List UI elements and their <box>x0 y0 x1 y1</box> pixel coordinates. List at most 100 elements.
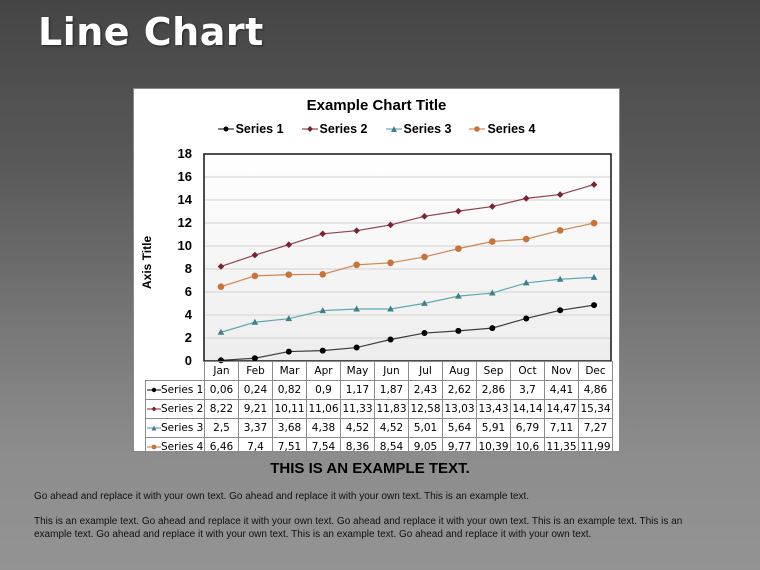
data-point-marker <box>319 307 327 314</box>
table-cell: 9,05 <box>408 437 443 457</box>
y-tick-label: 6 <box>184 284 192 299</box>
table-cell: 2,43 <box>408 380 443 400</box>
table-cell: 4,38 <box>306 418 341 438</box>
y-tick-label: 12 <box>177 215 192 230</box>
table-cell: 7,54 <box>306 437 341 457</box>
data-point-marker <box>217 283 225 291</box>
series-line-4 <box>220 222 595 288</box>
table-cell: 7,4 <box>238 437 273 457</box>
data-point-marker <box>353 227 360 235</box>
data-point-marker <box>251 318 259 325</box>
data-point-marker <box>590 181 598 188</box>
table-header-month: Aug <box>442 361 477 381</box>
table-cell: 13,43 <box>476 399 511 419</box>
chart-legend: Series 1 Series 2 Series 3 Series 4 <box>134 122 619 136</box>
table-cell: 4,41 <box>544 380 579 400</box>
data-point-marker <box>489 325 496 332</box>
data-point-marker <box>319 230 327 238</box>
table-cell: 6,46 <box>204 437 239 457</box>
table-cell: 6,79 <box>510 418 545 438</box>
y-tick-label: 2 <box>184 330 192 345</box>
table-cell: 0,9 <box>306 380 341 400</box>
diamond-marker-icon <box>147 406 161 412</box>
table-cell: 5,91 <box>476 418 511 438</box>
data-point-marker <box>217 328 225 335</box>
data-point-marker <box>522 279 530 286</box>
y-tick-label: 14 <box>177 192 192 207</box>
table-cell: 4,52 <box>374 418 409 438</box>
table-cell: 0,06 <box>204 380 239 400</box>
data-point-marker <box>217 263 225 270</box>
table-header-month: Sep <box>476 361 511 381</box>
table-cell: 4,86 <box>578 380 613 400</box>
circle-marker-icon <box>217 126 234 132</box>
data-point-marker <box>590 219 598 227</box>
table-header-month: May <box>340 361 375 381</box>
data-point-marker <box>251 251 259 259</box>
data-point-marker <box>353 261 360 269</box>
data-point-marker <box>421 253 428 261</box>
legend-label: Series 3 <box>403 122 452 136</box>
table-header-month: Oct <box>510 361 545 381</box>
data-point-marker <box>285 348 292 355</box>
table-cell: 1,87 <box>374 380 409 400</box>
data-point-marker <box>455 292 462 299</box>
table-cell: 14,47 <box>544 399 579 419</box>
circle-marker-icon <box>469 126 486 132</box>
table-series-label: Series 3 <box>145 418 205 438</box>
table-series-label: Series 4 <box>145 437 205 457</box>
data-point-marker <box>591 302 598 309</box>
table-cell: 11,83 <box>374 399 409 419</box>
y-tick-label: 0 <box>184 353 192 368</box>
paragraph-1: Go ahead and replace it with your own te… <box>34 491 530 502</box>
paragraph-2: This is an example text. Go ahead and re… <box>34 516 683 540</box>
data-point-marker <box>353 344 360 351</box>
table-cell: 10,11 <box>272 399 307 419</box>
table-cell: 11,06 <box>306 399 341 419</box>
table-cell: 13,03 <box>442 399 477 419</box>
legend-label: Series 4 <box>487 122 536 136</box>
data-point-marker <box>556 227 564 234</box>
table-cell: 12,58 <box>408 399 443 419</box>
data-point-marker <box>387 336 394 343</box>
table-cell: 7,27 <box>578 418 613 438</box>
table-series-label: Series 2 <box>145 399 205 419</box>
table-cell: 1,17 <box>340 380 375 400</box>
data-point-marker <box>319 270 327 278</box>
table-cell: 11,33 <box>340 399 375 419</box>
data-point-marker <box>285 315 293 322</box>
y-tick-label: 10 <box>177 238 192 253</box>
line-chart: Example Chart Title Series 1 Series 2 Se… <box>133 88 620 457</box>
data-point-marker <box>488 238 496 245</box>
table-row: Series 4 6,46 7,4 7,51 7,54 8,36 8,54 9,05 9,77 1… <box>145 437 613 457</box>
triangle-marker-icon <box>385 126 402 132</box>
data-point-marker <box>285 241 293 249</box>
table-cell: 10,39 <box>476 437 511 457</box>
table-header-month: Dec <box>578 361 613 381</box>
data-point-marker <box>319 347 326 354</box>
data-point-marker <box>387 305 394 312</box>
table-cell: 8,22 <box>204 399 239 419</box>
slide-title: Line Chart <box>38 10 264 54</box>
table-cell: 7,51 <box>272 437 307 457</box>
series-line-1 <box>220 304 595 361</box>
y-tick-label: 4 <box>184 307 192 322</box>
table-cell: 4,52 <box>340 418 375 438</box>
table-cell: 0,82 <box>272 380 307 400</box>
data-point-marker <box>387 221 394 229</box>
table-header-month: Jan <box>204 361 239 381</box>
legend-label: Series 1 <box>235 122 284 136</box>
table-cell: 0,24 <box>238 380 273 400</box>
table-cell: 11,35 <box>544 437 579 457</box>
table-header-month: Jul <box>408 361 443 381</box>
table-header-month: Feb <box>238 361 273 381</box>
table-cell: 8,36 <box>340 437 375 457</box>
data-point-marker <box>251 355 258 362</box>
data-point-marker <box>387 259 394 267</box>
data-point-marker <box>488 289 496 296</box>
table-header-month: Jun <box>374 361 409 381</box>
plot-area <box>203 153 612 364</box>
table-cell: 10,6 <box>510 437 545 457</box>
table-row: Series 3 2,5 3,37 3,68 4,38 4,52 4,52 5,01 5,64 5… <box>145 418 613 438</box>
legend-item-series-2: Series 2 <box>301 122 368 136</box>
